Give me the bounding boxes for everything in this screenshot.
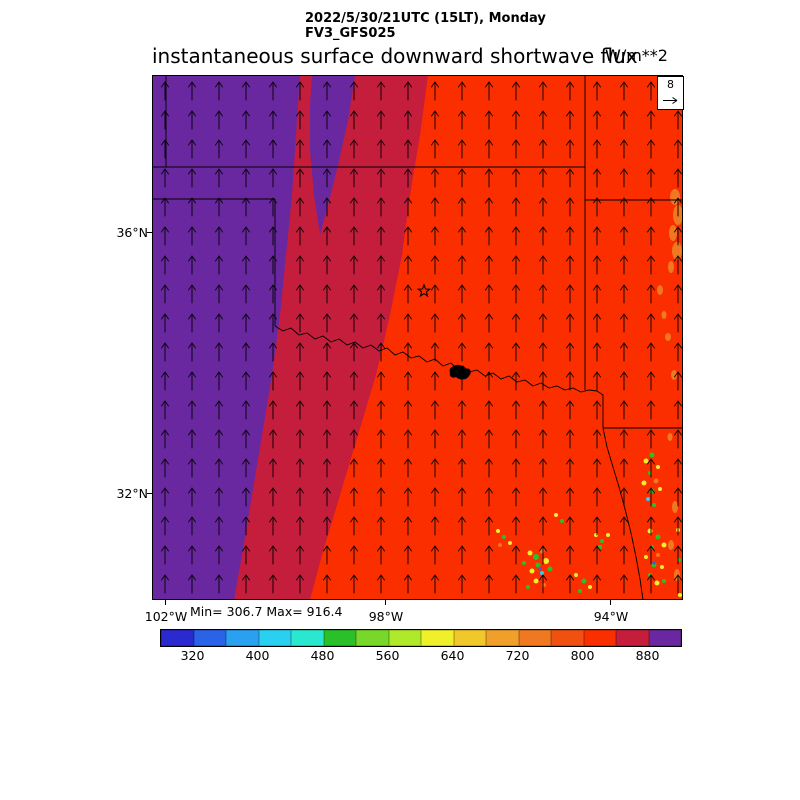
- map-frame-border: [152, 75, 683, 600]
- colorbar-segment: [453, 630, 486, 646]
- colorbar-segment: [616, 630, 649, 646]
- map-canvas: [152, 75, 683, 600]
- lon-label-94w: 94°W: [593, 609, 629, 624]
- model-label: FV3_GFS025: [305, 26, 396, 41]
- colorbar-segment: [291, 630, 324, 646]
- colorbar-segment: [161, 630, 194, 646]
- wind-reference-value: 8: [667, 78, 674, 91]
- axis-tick: [147, 493, 152, 494]
- colorbar-segment: [323, 630, 356, 646]
- axis-tick: [385, 600, 386, 605]
- lon-label-102w: 102°W: [144, 609, 188, 624]
- colorbar-tick-labels: 320 400 480 560 640 720 800 880: [160, 648, 680, 664]
- wind-reference-arrow-icon: [662, 97, 677, 104]
- colorbar-tick-label: 480: [310, 648, 335, 663]
- colorbar-segment: [193, 630, 226, 646]
- colorbar-segment: [421, 630, 454, 646]
- minmax-label: Min= 306.7 Max= 916.4: [190, 604, 343, 619]
- colorbar-segment: [486, 630, 519, 646]
- lat-label-36n: 36°N: [116, 225, 148, 240]
- colorbar-segment: [226, 630, 259, 646]
- colorbar-tick-label: 640: [440, 648, 465, 663]
- colorbar-segment: [648, 630, 681, 646]
- colorbar-segment: [356, 630, 389, 646]
- axis-tick: [147, 232, 152, 233]
- colorbar-tick-label: 720: [505, 648, 530, 663]
- colorbar-tick-label: 400: [245, 648, 270, 663]
- wind-arrows-layer: [152, 75, 683, 600]
- colorbar-tick-label: 320: [180, 648, 205, 663]
- timestamp-label: 2022/5/30/21UTC (15LT), Monday: [305, 11, 546, 26]
- lon-label-98w: 98°W: [368, 609, 404, 624]
- plot-title: instantaneous surface downward shortwave…: [152, 44, 638, 68]
- colorbar-tick-label: 800: [570, 648, 595, 663]
- wind-reference-box: 8: [657, 76, 684, 110]
- colorbar-segment: [258, 630, 291, 646]
- colorbar-segment: [551, 630, 584, 646]
- colorbar-segment: [583, 630, 616, 646]
- axis-tick: [165, 600, 166, 605]
- colorbar-segment: [518, 630, 551, 646]
- colorbar-tick-label: 560: [375, 648, 400, 663]
- colorbar-tick-label: 880: [635, 648, 660, 663]
- lat-label-32n: 32°N: [116, 486, 148, 501]
- axis-tick: [610, 600, 611, 605]
- units-label: W/m**2: [605, 46, 668, 65]
- colorbar: [160, 629, 682, 647]
- colorbar-segment: [388, 630, 421, 646]
